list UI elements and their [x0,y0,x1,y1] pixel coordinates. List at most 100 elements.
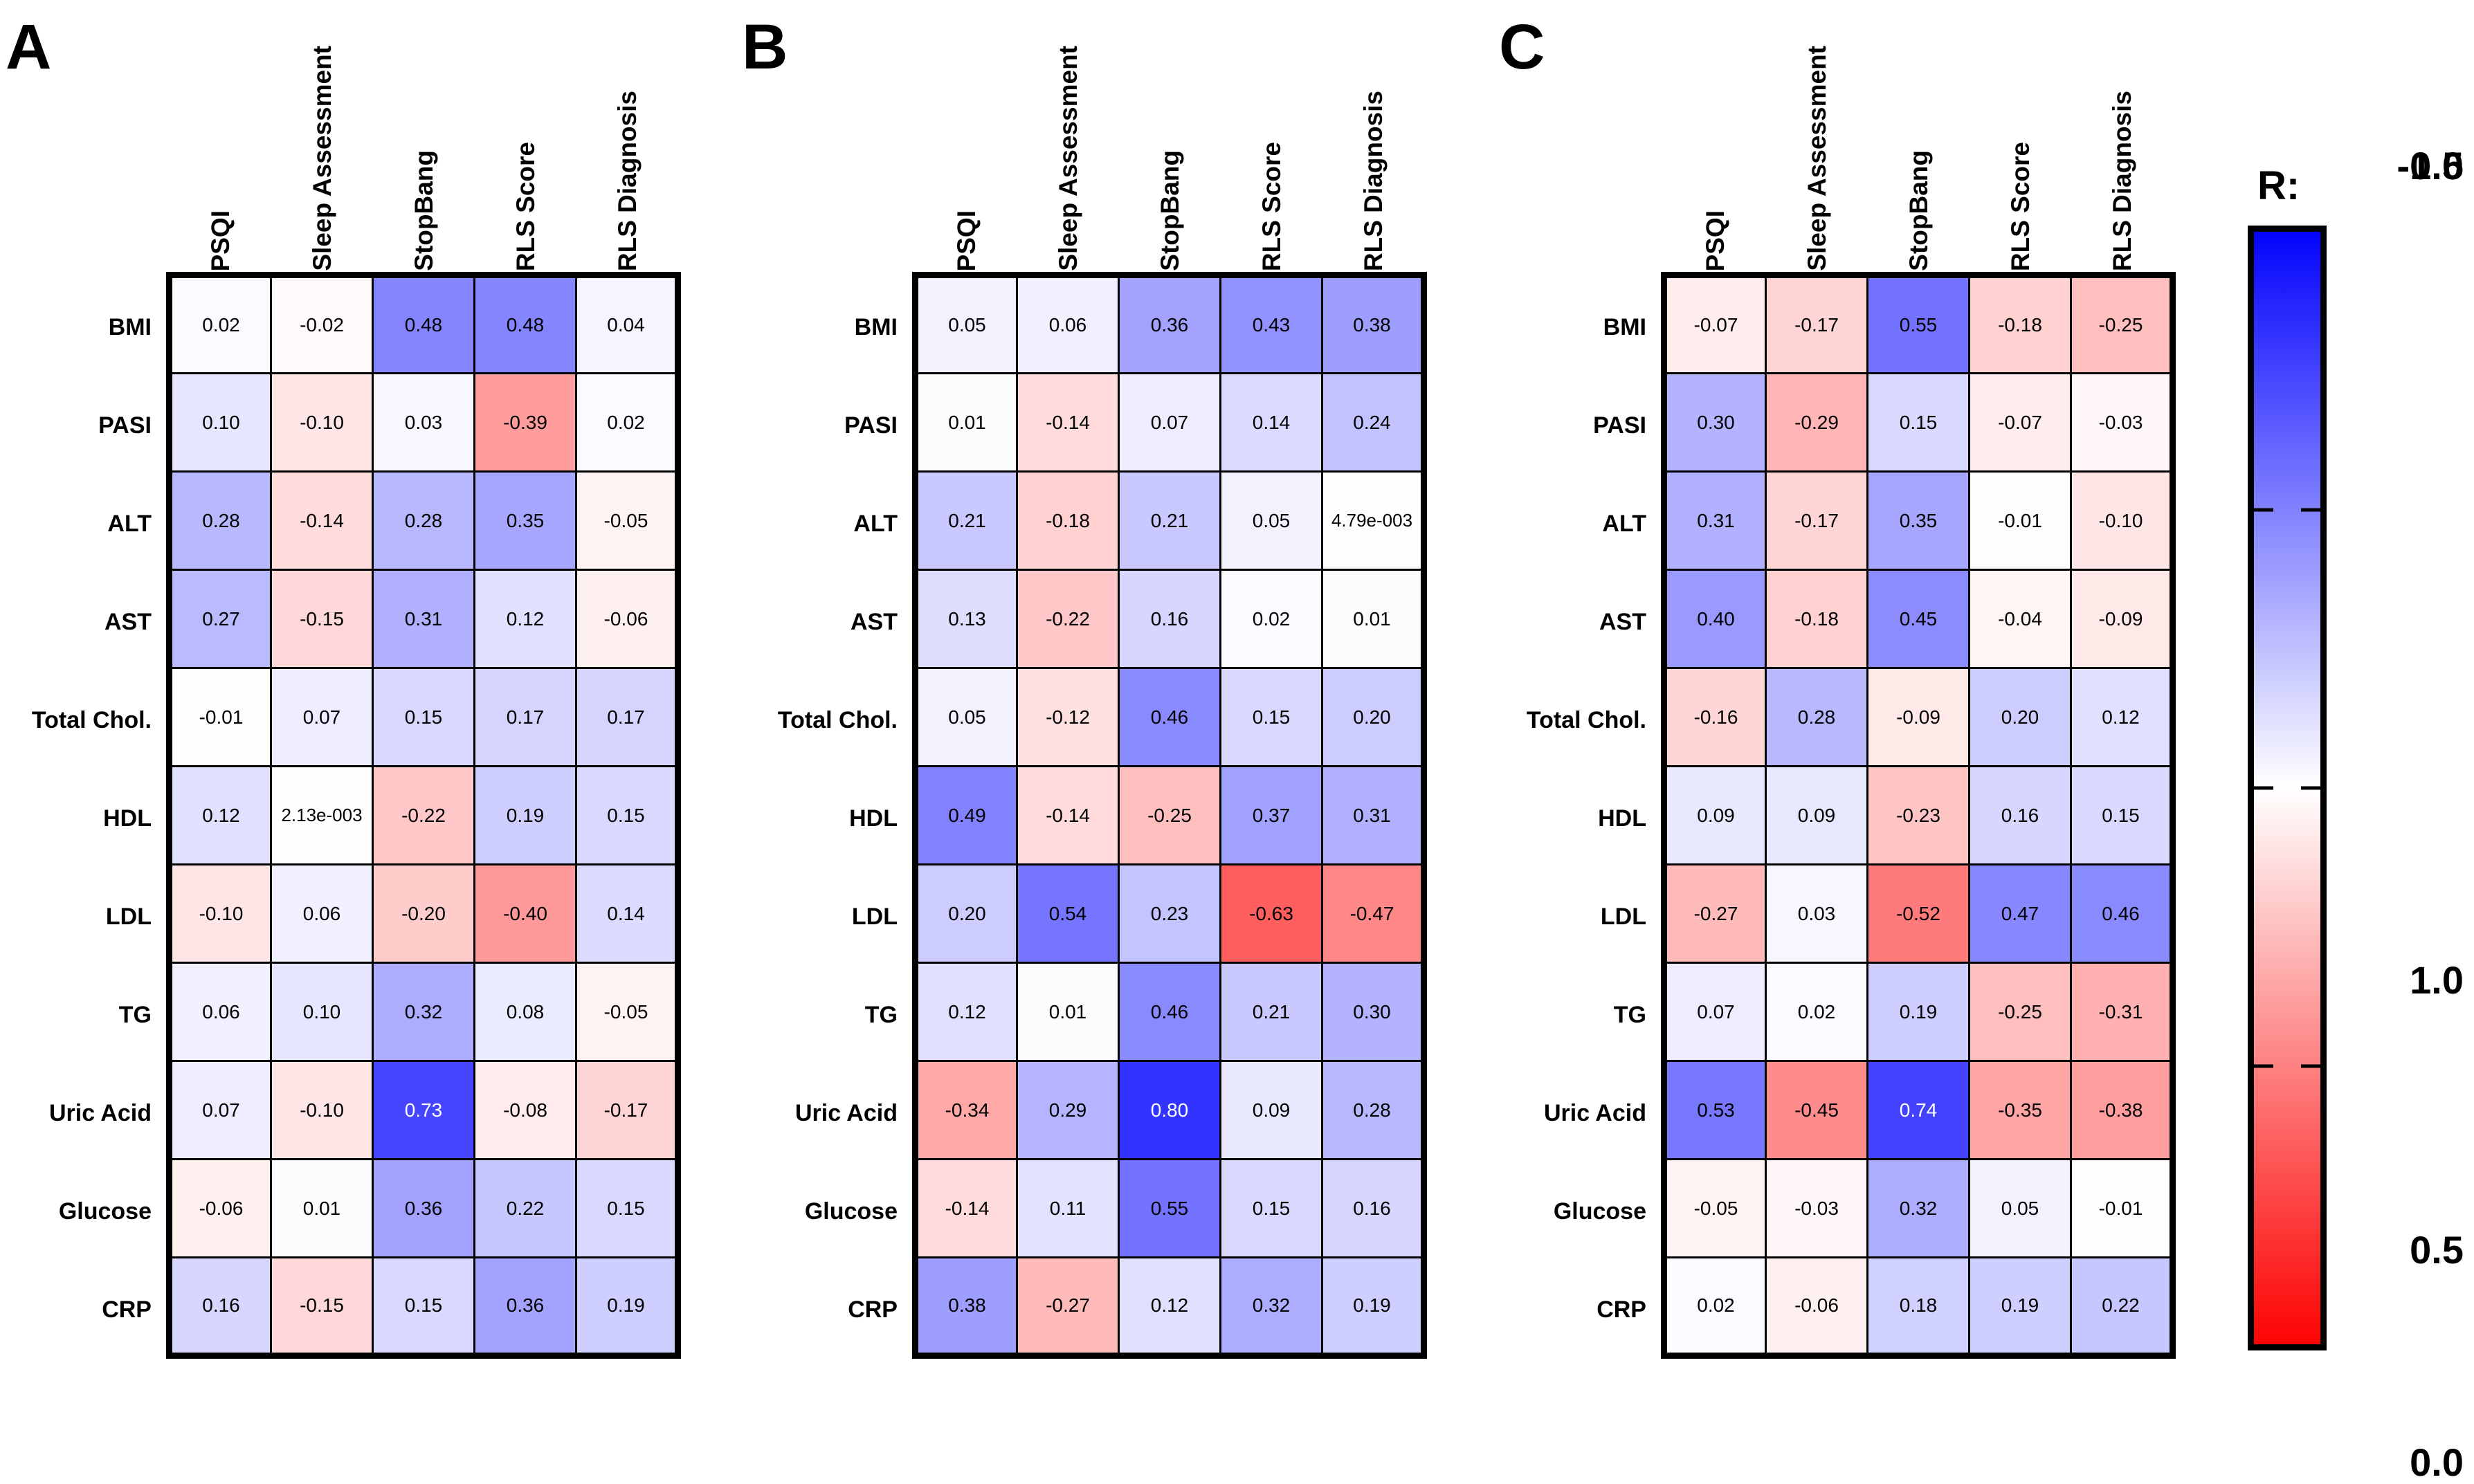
panel-label-c: C [1499,12,1545,82]
colorbar-legend: R: 1.0 0.5 0.0 -0.5 -1.0 [2248,147,2471,1482]
heatmap-cell: 0.31 [1663,470,1767,571]
heatmap-cell: 0.02 [168,274,272,374]
heatmap-cell: 0.05 [1219,470,1323,571]
heatmap-cell: -0.03 [2070,372,2174,473]
row-label: Glucose [58,1198,152,1225]
heatmap-cell: 0.43 [1219,274,1323,374]
colorbar-tick-label: -0.5 [2396,144,2464,187]
heatmap-cell: 0.74 [1866,1060,1970,1160]
column-header-row: PSQI Sleep Assessment StopBang RLS Score RLS… [1665,0,2174,271]
heatmap-cell: 0.16 [168,1256,272,1357]
row-label: CRP [848,1296,898,1323]
colorbar-gradient [2248,226,2327,1350]
heatmap-cell: -0.22 [1016,569,1120,669]
colorbar-tick [2301,786,2320,790]
row-label: Total Chol. [31,706,152,733]
heatmap-cell: 0.55 [1866,274,1970,374]
heatmap-cell: 0.15 [2070,765,2174,865]
row-label: HDL [1598,805,1646,832]
row-label: CRP [1597,1296,1646,1323]
heatmap-cell: 0.02 [1663,1256,1767,1357]
heatmap-cell: 0.09 [1663,765,1767,865]
heatmap-cell: 0.32 [372,962,475,1062]
heatmap-cell: 0.36 [1118,274,1221,374]
heatmap-cell: 0.07 [168,1060,272,1160]
heatmap-cell: 0.55 [1118,1158,1221,1258]
heatmap-cell: 0.16 [1321,1158,1425,1258]
heatmap-cell: -0.06 [575,569,679,669]
heatmap-cell: 0.28 [1765,667,1868,767]
heatmap-cell: -0.15 [270,569,374,669]
row-label: PASI [98,412,152,439]
heatmap-cell: -0.02 [270,274,374,374]
heatmap-cell: -0.14 [1016,765,1120,865]
row-label: AST [1599,608,1646,635]
heatmap-cell: 0.28 [1321,1060,1425,1160]
row-label: AST [104,608,152,635]
panel-label-b: B [742,12,788,82]
heatmap-grid: 0.05 0.06 0.36 0.43 0.38 0.01 -0.14 0.07 0.14 0.2… [912,272,1427,1359]
heatmap-cell: 0.16 [1118,569,1221,669]
row-label: Glucose [804,1198,898,1225]
heatmap-cell: 0.03 [1765,863,1868,964]
heatmap-cell: 0.38 [1321,274,1425,374]
row-label: HDL [103,805,152,832]
heatmap-cell: 0.14 [1219,372,1323,473]
heatmap-cell: -0.23 [1866,765,1970,865]
row-label: Total Chol. [777,706,898,733]
heatmap-cell: 0.32 [1219,1256,1323,1357]
heatmap-cell: -0.10 [2070,470,2174,571]
heatmap-cell: -0.17 [575,1060,679,1160]
heatmap-cell: -0.12 [1016,667,1120,767]
heatmap-cell: 0.12 [1118,1256,1221,1357]
heatmap-cell: -0.22 [372,765,475,865]
heatmap-cell: 0.27 [168,569,272,669]
heatmap-cell: 0.21 [1118,470,1221,571]
colorbar-title: R: [2257,163,2300,208]
heatmap-cell: 0.30 [1321,962,1425,1062]
heatmap-cell: 0.16 [1968,765,2072,865]
heatmap-cell: -0.20 [372,863,475,964]
heatmap-cell: 0.31 [372,569,475,669]
correlation-heatmap-figure: { "chart_data": { "type": "heatmap", "x_… [6,0,2471,1482]
heatmap-cell: 0.02 [1219,569,1323,669]
colorbar-tick [2301,1064,2320,1068]
heatmap-cell: 0.06 [1016,274,1120,374]
heatmap-cell: -0.29 [1765,372,1868,473]
row-label: CRP [102,1296,152,1323]
row-label: BMI [108,313,152,340]
heatmap-cell: 0.07 [1118,372,1221,473]
heatmap-cell: 0.09 [1765,765,1868,865]
row-label: Uric Acid [48,1099,152,1126]
heatmap-cell: -0.01 [168,667,272,767]
heatmap-cell: 0.15 [575,1158,679,1258]
row-label: Uric Acid [1543,1099,1646,1126]
heatmap-cell: -0.18 [1016,470,1120,571]
row-label: Total Chol. [1526,706,1646,733]
row-label: BMI [854,313,898,340]
heatmap-cell: -0.05 [1663,1158,1767,1258]
heatmap-cell: 0.01 [270,1158,374,1258]
heatmap-cell: 0.02 [575,372,679,473]
column-header: RLS Diagnosis [2108,90,2137,271]
heatmap-cell: -0.01 [1968,470,2072,571]
row-label: LDL [105,903,152,930]
heatmap-cell: -0.04 [1968,569,2072,669]
heatmap-cell: 2.13e-003 [270,765,374,865]
heatmap-cell: -0.63 [1219,863,1323,964]
heatmap-cell: 0.48 [473,274,577,374]
heatmap-cell: 0.12 [914,962,1018,1062]
heatmap-cell: 0.17 [575,667,679,767]
heatmap-cell: 0.12 [473,569,577,669]
row-label: LDL [1600,903,1646,930]
row-label: Glucose [1553,1198,1646,1225]
heatmap-cell: -0.25 [1118,765,1221,865]
heatmap-cell: 0.15 [372,1256,475,1357]
row-label-column: BMI PASI ALT AST Total Chol. HDL LDL TG Uric Aci… [1514,278,1656,1359]
colorbar-tick-label: -1.0 [2396,144,2464,187]
colorbar-tick [2254,508,2273,512]
heatmap-cell: -0.17 [1765,470,1868,571]
heatmap-cell: 0.19 [1968,1256,2072,1357]
heatmap-cell: 0.14 [575,863,679,964]
heatmap-cell: 0.12 [168,765,272,865]
